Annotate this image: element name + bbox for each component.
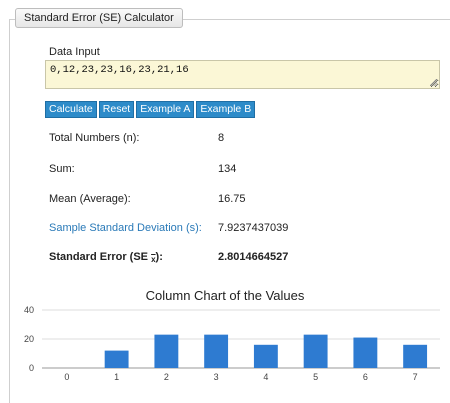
x-tick-label: 6 [363, 372, 368, 382]
data-input-value: 0,12,23,23,16,23,21,16 [50, 64, 189, 76]
data-input-field[interactable]: 0,12,23,23,16,23,21,16 [45, 60, 440, 89]
x-tick-label: 7 [413, 372, 418, 382]
example-a-button[interactable]: Example A [136, 101, 195, 118]
calculator-panel [9, 19, 450, 403]
y-tick-label: 0 [29, 363, 34, 373]
chart-bar [253, 344, 278, 368]
chart-title: Column Chart of the Values [145, 288, 305, 303]
x-tick-label: 1 [114, 372, 119, 382]
sd-label-link[interactable]: Sample Standard Deviation (s): [49, 222, 202, 234]
y-tick-label: 20 [24, 334, 34, 344]
column-chart: 0 20 40 0 1 2 3 4 5 6 7 [24, 305, 440, 382]
mean-label: Mean (Average): [49, 193, 131, 205]
mean-value: 16.75 [218, 193, 246, 205]
sum-value: 134 [218, 163, 237, 175]
x-tick-label: 2 [164, 372, 169, 382]
x-tick-label: 4 [263, 372, 268, 382]
se-label-prefix: Standard Error (SE [49, 251, 149, 263]
se-label: Standard Error (SE x): [49, 251, 163, 264]
data-input-label: Data Input [49, 46, 100, 58]
chart-bar [204, 334, 229, 368]
x-tick-label: 3 [214, 372, 219, 382]
sum-label: Sum: [49, 163, 75, 175]
sd-value: 7.9237437039 [218, 222, 289, 234]
button-row: Calculate Reset Example A Example B [45, 101, 256, 118]
resize-grip-icon[interactable] [430, 79, 437, 86]
chart-bar [403, 344, 428, 368]
reset-button[interactable]: Reset [98, 101, 135, 118]
panel-title: Standard Error (SE) Calculator [15, 8, 183, 28]
example-b-button[interactable]: Example B [196, 101, 256, 118]
total-label: Total Numbers (n): [49, 132, 140, 144]
calculate-button[interactable]: Calculate [45, 101, 97, 118]
chart-bar [353, 337, 378, 368]
chart-bar [303, 334, 328, 368]
se-label-sub: x [151, 255, 156, 264]
se-value: 2.8014664527 [218, 251, 289, 263]
chart-bar [104, 350, 129, 368]
total-value: 8 [218, 132, 225, 144]
y-tick-label: 40 [24, 305, 34, 315]
chart-bar [154, 334, 179, 368]
x-tick-label: 5 [313, 372, 318, 382]
se-label-suffix: ): [155, 251, 163, 263]
x-tick-label: 0 [64, 372, 69, 382]
